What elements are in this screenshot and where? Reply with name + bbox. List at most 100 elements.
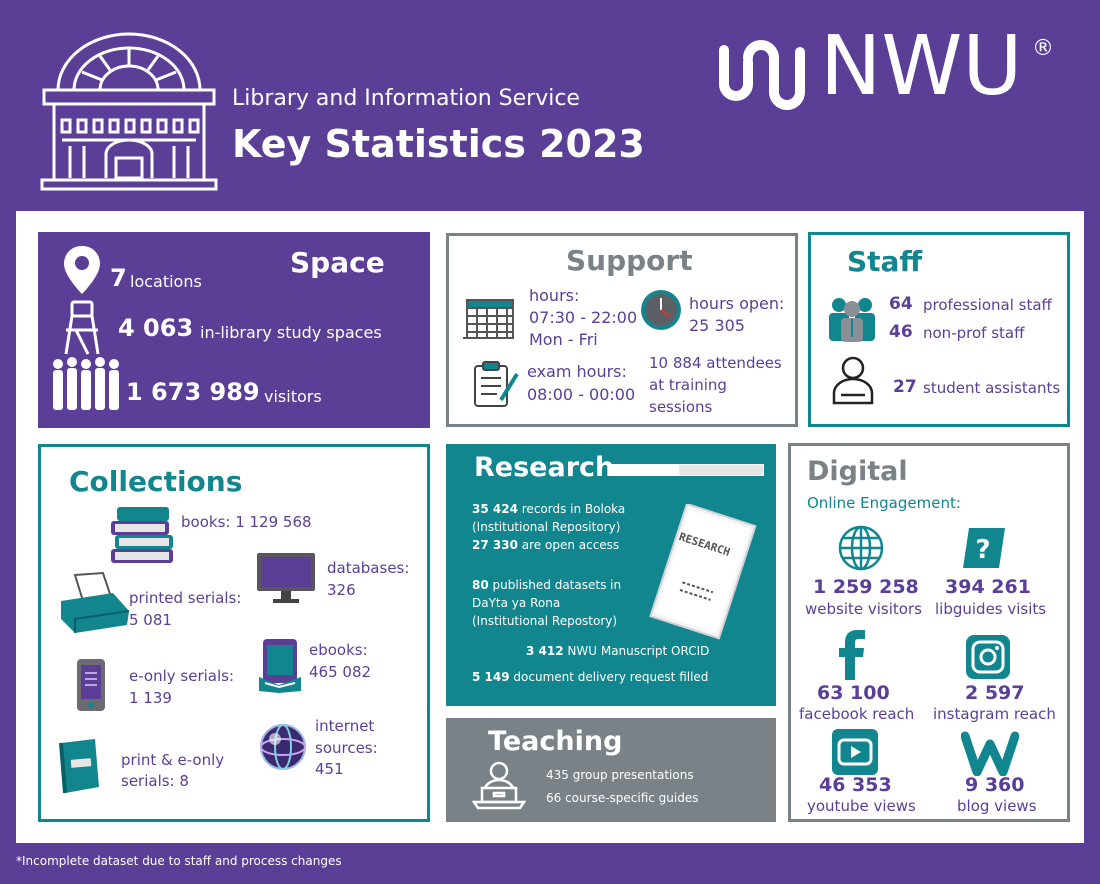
printed-serials-value: 5 081 — [129, 611, 172, 629]
youtube-views-label: youtube views — [807, 797, 916, 815]
student-assistants-label: student assistants — [923, 379, 1061, 397]
digital-section: Digital Online Engagement: 1 259 258 web… — [788, 443, 1070, 822]
page-title: Key Statistics 2023 — [232, 122, 645, 166]
printed-serials-label: printed serials: — [129, 589, 242, 607]
internet-sources-label1: internet — [315, 717, 375, 735]
support-section: Support hours: 07:30 - 22:00 Mon - Fri h… — [446, 233, 798, 427]
libguides-visits-number: 394 261 — [945, 576, 1031, 598]
blog-w-icon — [961, 730, 1019, 776]
nonprof-staff-label: non-prof staff — [923, 324, 1025, 342]
research-datasets-text: published datasets in — [492, 578, 622, 592]
digital-heading: Digital — [807, 456, 908, 487]
research-line3c: (Institutional Repostory) — [472, 614, 618, 628]
research-line4: 3 412 NWU Manuscript ORCID — [526, 644, 709, 658]
nonprof-staff-number: 46 — [889, 322, 913, 342]
print-eonly-serials-label: print & e-only — [121, 751, 225, 769]
research-delivery-number: 5 149 — [472, 670, 510, 684]
student-assistant-icon — [831, 355, 875, 405]
printer-icon — [57, 571, 133, 635]
research-line5: 5 149 document delivery request filled — [472, 670, 708, 684]
internet-sources-label2: sources: — [315, 739, 378, 757]
hours-label: hours: — [529, 286, 580, 305]
ebooks-value: 465 082 — [309, 663, 372, 681]
internet-sources-value: 451 — [315, 760, 344, 778]
svg-text:?: ? — [975, 535, 990, 565]
youtube-icon — [831, 728, 879, 776]
ebooks-icon — [257, 637, 303, 693]
calendar-icon — [461, 294, 517, 342]
nwu-logo-icon — [716, 28, 806, 114]
professional-staff-number: 64 — [889, 294, 913, 314]
eonly-serials-label: e-only serials: — [129, 667, 235, 685]
teaching-heading: Teaching — [488, 726, 623, 757]
registered-mark: ® — [1032, 36, 1054, 61]
teaching-section: Teaching 435 group presentations 66 cour… — [446, 718, 776, 822]
training-line3: sessions — [649, 398, 713, 416]
hours-days: Mon - Fri — [529, 330, 598, 349]
support-heading: Support — [566, 244, 693, 277]
research-line1b: (Institutional Repository) — [472, 520, 621, 534]
libguides-visits-label: libguides visits — [935, 600, 1047, 618]
eonly-serials-value: 1 139 — [129, 689, 172, 707]
nwu-logo-text: NWU — [820, 19, 1023, 114]
collections-heading: Collections — [69, 465, 243, 498]
visitors-crowd-icon — [50, 356, 124, 412]
hours-time: 07:30 - 22:00 — [529, 308, 638, 327]
research-orcid-text: NWU Manuscript ORCID — [567, 644, 710, 658]
header-subtitle: Library and Information Service — [232, 86, 580, 111]
research-open-access-number: 27 330 — [472, 538, 518, 552]
chair-icon — [62, 300, 102, 356]
collections-section: Collections books: 1 129 568 databases: … — [38, 444, 430, 822]
instagram-reach-label: instagram reach — [933, 705, 1056, 723]
instagram-reach-number: 2 597 — [965, 682, 1025, 704]
research-orcid-number: 3 412 — [526, 644, 564, 658]
youtube-views-number: 46 353 — [819, 774, 892, 796]
location-pin-icon — [62, 244, 102, 296]
teaching-guides: 66 course-specific guides — [546, 791, 699, 805]
study-spaces-number: 4 063 — [118, 314, 194, 342]
research-line3b: DaYta ya Rona — [472, 596, 561, 610]
facebook-icon — [837, 630, 867, 680]
research-records-text: records in Boloka — [521, 502, 626, 516]
staff-heading: Staff — [847, 245, 923, 278]
facebook-reach-label: facebook reach — [799, 705, 915, 723]
print-eonly-serials-value: serials: 8 — [121, 772, 189, 790]
libguides-question-icon: ? — [959, 524, 1009, 572]
library-building-icon — [40, 28, 218, 192]
professional-staff-label: professional staff — [923, 296, 1052, 314]
website-visitors-number: 1 259 258 — [813, 576, 919, 598]
digital-subheading: Online Engagement: — [807, 494, 961, 512]
ebooks-label: ebooks: — [309, 641, 368, 659]
exam-hours-label: exam hours: — [527, 362, 627, 381]
hours-open-value: 25 305 — [689, 316, 745, 335]
databases-label: databases: — [327, 559, 410, 577]
teacher-laptop-icon — [472, 760, 526, 810]
ereader-icon — [75, 657, 107, 713]
research-records-number: 35 424 — [472, 502, 518, 516]
research-line2: 27 330 are open access — [472, 538, 619, 552]
website-visitors-label: website visitors — [805, 600, 922, 618]
website-globe-icon — [837, 524, 885, 572]
hours-open-label: hours open: — [689, 294, 785, 313]
locations-label: locations — [130, 272, 202, 291]
clock-icon — [639, 288, 683, 332]
locations-number: 7 — [110, 264, 127, 292]
blog-views-number: 9 360 — [965, 774, 1025, 796]
training-line1: 10 884 attendees — [649, 354, 782, 372]
research-open-access-text: are open access — [521, 538, 620, 552]
research-document-icon — [644, 504, 760, 644]
visitors-label: visitors — [264, 387, 322, 406]
space-section: Space 7 locations 4 063 in-library study… — [38, 232, 430, 428]
exam-icon — [473, 360, 521, 410]
research-datasets-number: 80 — [472, 578, 489, 592]
globe-sphere-icon — [259, 723, 307, 771]
research-section: Research RESEARCH 35 424 records in Bolo… — [446, 444, 776, 706]
research-delivery-text: document delivery request filled — [513, 670, 709, 684]
research-heading: Research — [474, 452, 615, 483]
research-heading-bar — [608, 464, 764, 476]
journal-book-icon — [57, 737, 103, 795]
student-assistants-number: 27 — [893, 377, 917, 397]
teaching-presentations: 435 group presentations — [546, 768, 694, 782]
space-heading: Space — [290, 246, 385, 279]
staff-section: Staff 64 professional staff 46 non-prof … — [808, 232, 1070, 427]
